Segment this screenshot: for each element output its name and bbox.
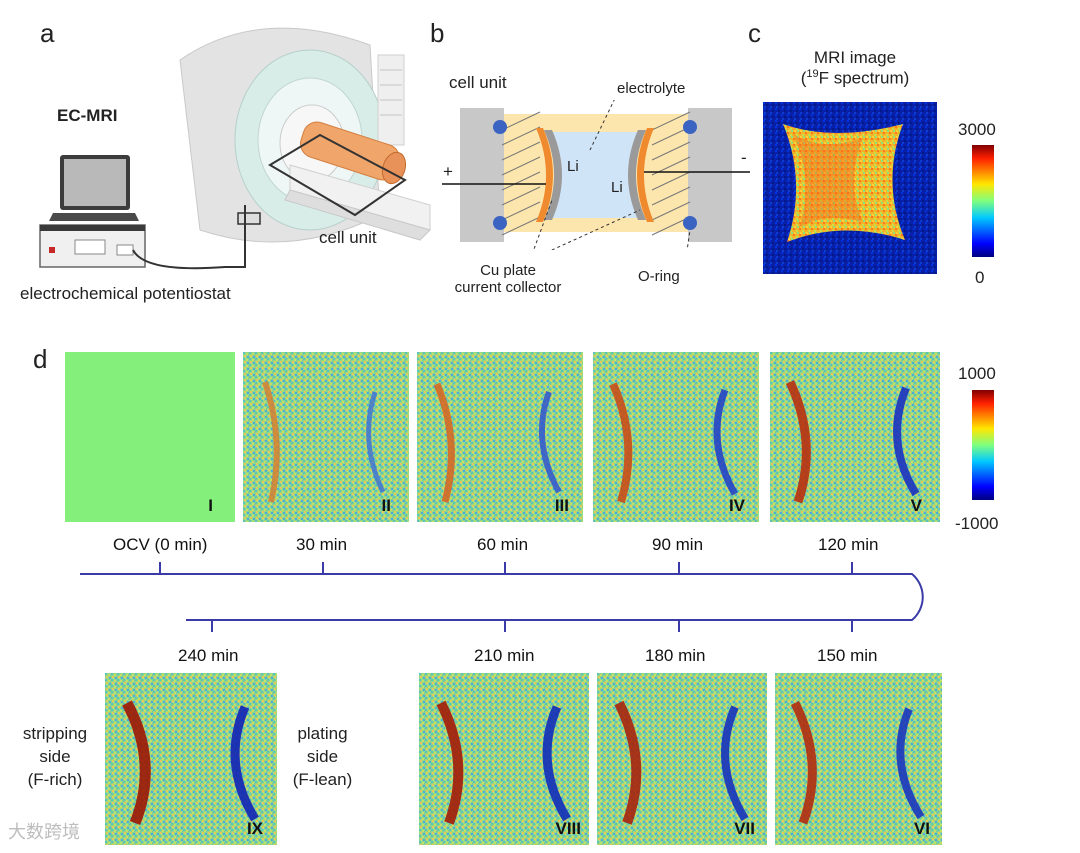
colorbar-d [972, 390, 994, 500]
li-left-label: Li [567, 158, 579, 175]
frame-iv: IV [593, 352, 759, 522]
stripping-l1: stripping [22, 724, 88, 743]
ec-mri-title: EC-MRI [57, 106, 118, 125]
mri-title-line1: MRI image [813, 48, 897, 67]
frame-viii: VIII [419, 673, 589, 845]
watermark: 大数跨境 [8, 822, 80, 842]
stripping-l3: (F-rich) [27, 770, 83, 789]
time-label-210: 210 min [474, 646, 535, 665]
frame-i: I [65, 352, 235, 522]
cell-schematic [442, 100, 750, 250]
oring-label: O-ring [638, 268, 680, 285]
frame-ix: IX [105, 673, 277, 845]
frame-v-numeral: V [910, 496, 922, 515]
frame-ii: II [243, 352, 409, 522]
plating-l3: (F-lean) [292, 770, 353, 789]
time-label-ocv: OCV (0 min) [113, 535, 208, 554]
frame-iii: III [417, 352, 583, 522]
plating-l2: side [306, 747, 339, 766]
colorbar-c-min: 0 [975, 268, 985, 287]
frame-v: V [770, 352, 940, 522]
panel-a-letter: a [40, 18, 55, 48]
frame-i-numeral: I [208, 496, 213, 515]
colorbar-c [972, 145, 994, 257]
time-label-240: 240 min [178, 646, 239, 665]
mri-scanner-illustration [179, 27, 431, 243]
potentiostat-computer-illustration [39, 155, 246, 270]
plating-l1: plating [297, 724, 348, 743]
potentiostat-label: electrochemical potentiostat [20, 284, 231, 303]
time-label-90: 90 min [652, 535, 704, 554]
frame-ii-numeral: II [381, 496, 391, 515]
panel-c-letter: c [748, 18, 761, 48]
frame-iii-numeral: III [554, 496, 569, 515]
cell-unit-label-a: cell unit [319, 228, 377, 247]
colorbar-d-max: 1000 [958, 364, 996, 383]
colorbar-d-min: -1000 [955, 514, 999, 533]
frame-vii-numeral: VII [734, 819, 755, 838]
frame-vi-numeral: VI [913, 819, 930, 838]
mri-image-title: MRI image (19F spectrum) [790, 48, 920, 89]
stripping-l2: side [39, 747, 71, 766]
electrolyte-label: electrolyte [617, 80, 686, 97]
timeline [80, 562, 924, 632]
cu-plate-line1: Cu plate [480, 262, 536, 279]
time-label-30: 30 min [296, 535, 348, 554]
panel-b-letter: b [430, 18, 445, 48]
mri-19f-image [763, 102, 937, 274]
minus-terminal: - [741, 148, 747, 167]
plating-side-label: plating side (F-lean) [280, 722, 365, 791]
frame-viii-numeral: VIII [555, 819, 581, 838]
time-label-120: 120 min [818, 535, 879, 554]
time-label-180: 180 min [645, 646, 706, 665]
li-right-label: Li [611, 179, 623, 196]
mri-title-line2: (19F spectrum) [800, 68, 910, 88]
colorbar-c-max: 3000 [958, 120, 996, 139]
panel-d-letter: d [33, 344, 48, 374]
cu-plate-label: Cu plate current collector [438, 262, 578, 296]
frame-ix-numeral: IX [246, 819, 263, 838]
frame-vi: VI [775, 673, 942, 845]
frame-iv-numeral: IV [728, 496, 745, 515]
stripping-side-label: stripping side (F-rich) [10, 722, 100, 791]
time-label-150: 150 min [817, 646, 878, 665]
cu-plate-line2: current collector [454, 279, 562, 296]
plus-terminal: + [443, 162, 453, 181]
cell-unit-label-b: cell unit [449, 73, 507, 92]
time-label-60: 60 min [477, 535, 529, 554]
frame-vii: VII [597, 673, 767, 845]
